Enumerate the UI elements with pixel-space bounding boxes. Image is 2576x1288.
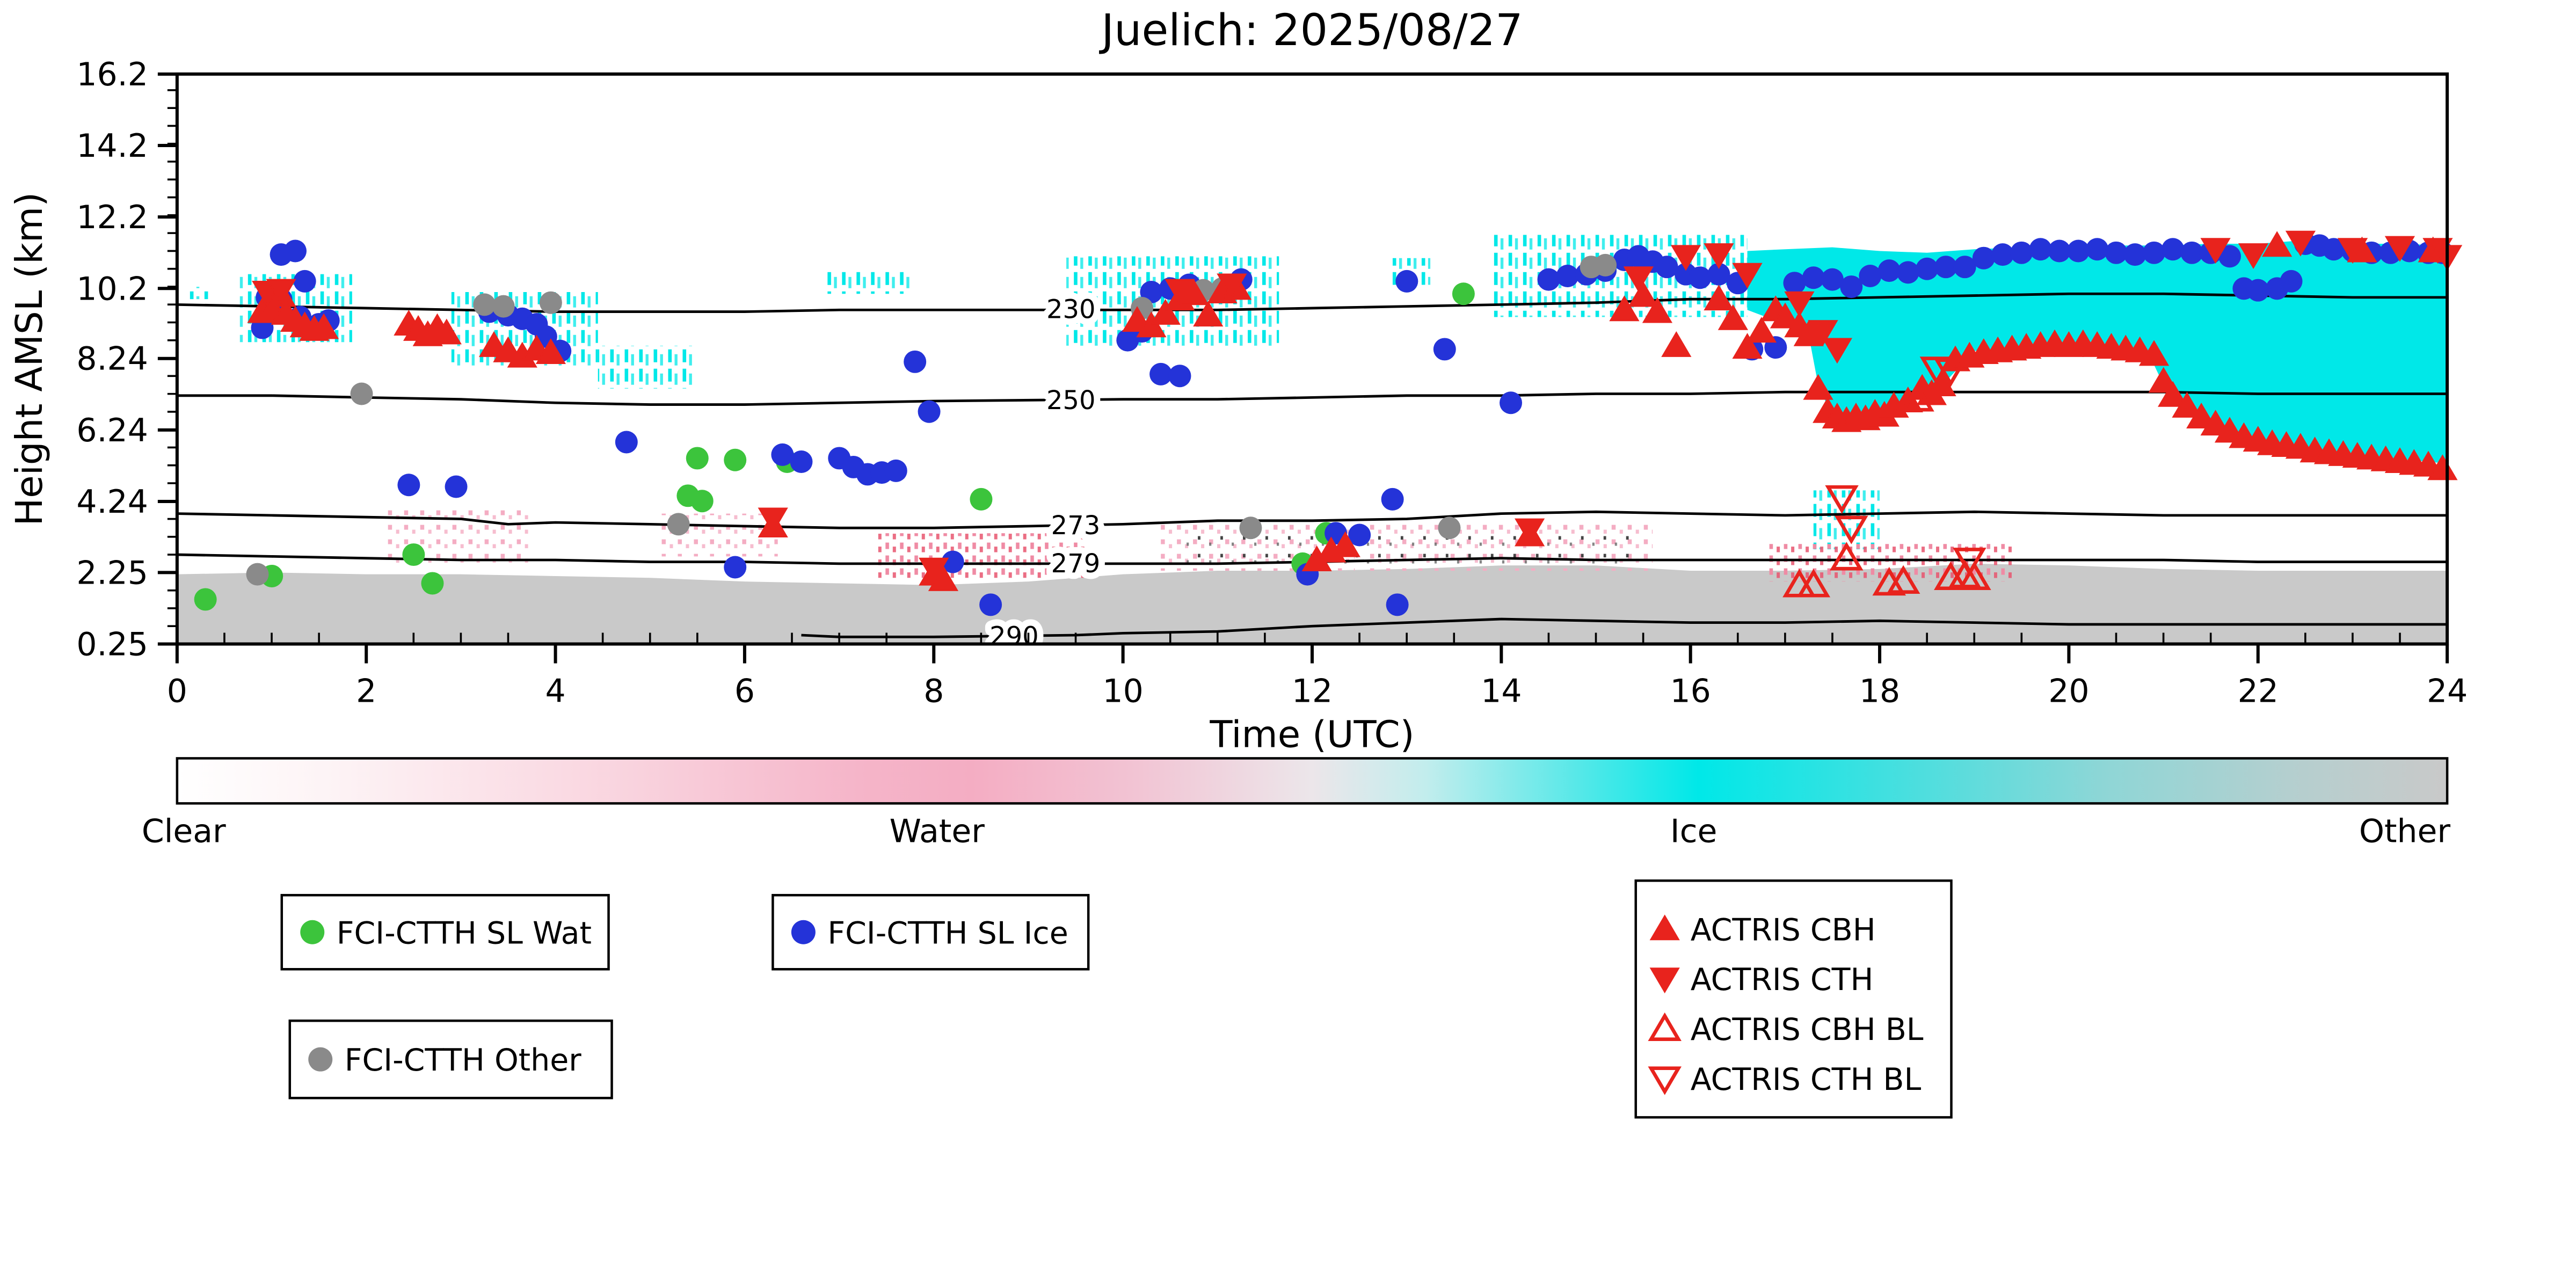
series-actris-cbh-bl xyxy=(1782,383,1991,598)
contour-label: 273 xyxy=(1051,511,1101,541)
red-speckle-region xyxy=(1766,544,2012,582)
colorbar: Clear Water Ice Other xyxy=(142,757,2451,850)
legend-label: FCI-CTTH SL Ice xyxy=(827,915,1068,951)
x-tick-label: 14 xyxy=(1481,672,1522,710)
contour-line-279 xyxy=(177,553,2448,565)
fci-ctth-other-swatch xyxy=(308,1047,333,1072)
y-tick-label: 12.2 xyxy=(76,199,148,236)
x-axis-label: Time (UTC) xyxy=(1209,713,1414,756)
legend-fci-ctth-sl-wat: FCI-CTTH SL Wat xyxy=(280,894,610,971)
temperature-contours: 230 250 273 279 290 xyxy=(177,288,2448,651)
y-tick-label: 16.2 xyxy=(76,56,148,93)
legend-actris: ACTRIS CBH ACTRIS CTH ACTRIS CBH BL ACTRIS … xyxy=(1634,879,1953,1119)
x-tick-label: 4 xyxy=(545,672,565,710)
cyan-speckle-region xyxy=(825,271,911,294)
x-tick-label: 6 xyxy=(734,672,755,710)
y-tick-label: 8.24 xyxy=(76,340,148,378)
legend-label: ACTRIS CTH xyxy=(1691,962,1874,998)
contour-label: 290 xyxy=(989,621,1039,651)
x-tick-label: 16 xyxy=(1670,672,1711,710)
x-tick-label: 8 xyxy=(923,672,944,710)
legend-label: ACTRIS CTH BL xyxy=(1691,1062,1922,1097)
series-fci-ctth-other xyxy=(246,253,1617,586)
colorbar-gradient xyxy=(176,757,2449,805)
colorbar-label-ice: Ice xyxy=(1670,812,1718,850)
contour-label: 250 xyxy=(1046,385,1096,416)
x-tick-label: 22 xyxy=(2238,672,2279,710)
cyan-speckle-region xyxy=(598,345,693,389)
x-tick-label: 2 xyxy=(356,672,376,710)
legend-label: FCI-CTTH Other xyxy=(345,1043,582,1078)
series-actris-cth xyxy=(252,230,2463,584)
y-axis-label: Height AMSL (km) xyxy=(8,192,51,526)
cyan-speckle-region xyxy=(1813,490,1880,550)
legend-fci-ctth-other: FCI-CTTH Other xyxy=(288,1019,613,1100)
legend-label: ACTRIS CBH BL xyxy=(1691,1012,1924,1047)
contour-line-230 xyxy=(177,292,2448,313)
colorbar-label-water: Water xyxy=(890,812,985,850)
cyan-speckle-region xyxy=(186,287,210,300)
colorbar-label-other: Other xyxy=(2359,812,2451,850)
series-actris-cbh xyxy=(247,231,2458,591)
y-tick-label: 6.24 xyxy=(76,412,148,449)
fci-ctth-sl-ice-swatch xyxy=(791,920,816,944)
y-tick-label: 14.2 xyxy=(76,127,148,165)
x-tick-label: 24 xyxy=(2427,672,2468,710)
x-tick-label: 12 xyxy=(1292,672,1333,710)
axes-frame: 0 2 4 6 8 10 12 14 16 18 20 22 240.252.254.246.248.2… xyxy=(76,56,2468,710)
series-actris-cth-bl xyxy=(1825,356,1986,577)
colorbar-label-clear: Clear xyxy=(142,812,226,850)
x-tick-label: 10 xyxy=(1102,672,1143,710)
contour-line-290 xyxy=(801,617,2448,638)
x-tick-label: 18 xyxy=(1859,672,1900,710)
contour-line-250 xyxy=(177,390,2448,406)
legend-boxes: FCI-CTTH SL Wat FCI-CTTH SL Ice FCI-CTTH O… xyxy=(280,879,1953,1119)
y-tick-label: 4.24 xyxy=(76,483,148,521)
scatter-markers xyxy=(194,230,2463,616)
y-tick-label: 2.25 xyxy=(76,554,148,592)
legend-label: ACTRIS CBH xyxy=(1691,912,1876,948)
legend-fci-ctth-sl-ice: FCI-CTTH SL Ice xyxy=(772,894,1090,971)
y-tick-label: 10.2 xyxy=(76,270,148,308)
contour-label: 279 xyxy=(1051,549,1101,579)
contour-label: 230 xyxy=(1046,294,1096,324)
y-tick-label: 0.25 xyxy=(76,625,148,663)
chart-title: Juelich: 2025/08/27 xyxy=(1098,5,1523,56)
fci-ctth-sl-wat-swatch xyxy=(300,920,325,944)
legend-label: FCI-CTTH SL Wat xyxy=(337,915,592,951)
x-tick-label: 0 xyxy=(167,672,187,710)
contour-line-273 xyxy=(177,510,2448,529)
x-tick-label: 20 xyxy=(2048,672,2089,710)
